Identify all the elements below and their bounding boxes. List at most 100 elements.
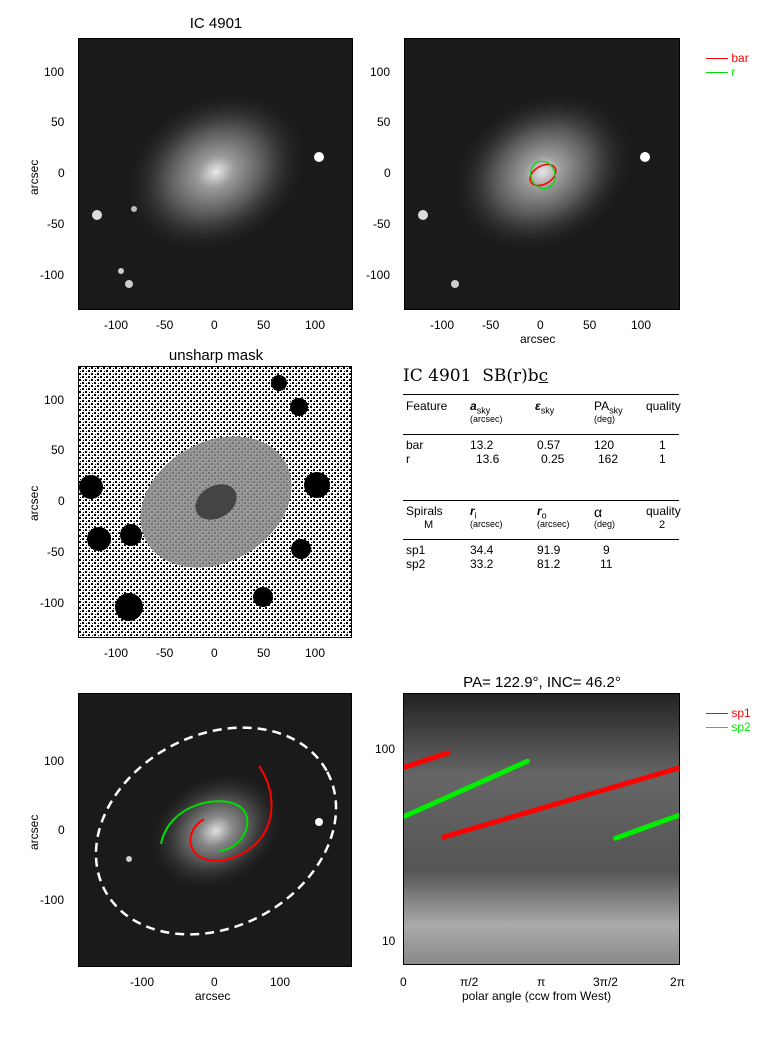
ytick-tr-5: -100 [366, 268, 391, 282]
legend-bar-label: bar [731, 51, 749, 65]
table-rule-top-2 [403, 434, 679, 435]
ytick-ml-3: 0 [58, 494, 65, 508]
ytick-tl-2: 50 [51, 115, 65, 129]
xtick-br-3pi2: 3π/2 [593, 975, 618, 989]
xtick-ml-2: -50 [156, 646, 174, 660]
sp2-segment-1 [404, 758, 530, 819]
table-title: IC 4901 SB(r)bc [403, 366, 548, 386]
xlabel-bottom-left: arcsec [195, 989, 231, 1003]
polar-plot [403, 693, 680, 965]
ytick-tl-4: -50 [47, 217, 65, 231]
spiral-header-ro: ro [537, 504, 547, 521]
table-rule-top-1 [403, 394, 679, 395]
ylabel-top-left: arcsec [27, 159, 41, 195]
ylabel-middle-left: arcsec [27, 485, 41, 521]
spiral-sp1-alpha: 9 [603, 543, 610, 557]
spiral-header-alpha-unit: (deg) [594, 519, 616, 529]
galaxy-image-svg [92, 91, 324, 288]
legend-sp2-label: sp2 [731, 720, 751, 734]
spiral-header-ri: ri [470, 504, 477, 521]
galaxy-ellipse-overlay [418, 91, 650, 288]
panel-title-ic4901: IC 4901 [189, 15, 243, 32]
ytick-tr-1: 100 [370, 65, 391, 79]
xtick-br-0: 0 [400, 975, 407, 989]
spiral-sp2-ri: 33.2 [470, 557, 494, 571]
chart-title: PA= 122.9°, INC= 46.2° [463, 674, 621, 691]
galaxy-image-spiral-fit [78, 693, 352, 967]
xtick-bl-3: 100 [270, 975, 291, 989]
feature-header-a: asky [470, 399, 491, 416]
feature-header-a-unit: (arcsec) [470, 414, 503, 424]
ytick-bl-3: -100 [40, 893, 65, 907]
xtick-tr-5: 100 [631, 318, 652, 332]
feature-header: Feature asky (arcsec) εsky PAsky (deg) q… [406, 399, 681, 431]
xtick-bl-2: 0 [211, 975, 218, 989]
ytick-tr-4: -50 [373, 217, 391, 231]
spiral-sp1-name: sp1 [406, 543, 426, 557]
xtick-tl-1: -100 [104, 318, 129, 332]
legend-r-label: r [731, 65, 736, 79]
spiral-header-ro-unit: (arcsec) [537, 519, 570, 529]
feature-header-pa: PAsky [594, 399, 623, 416]
sp2-segment-2 [613, 812, 679, 841]
panel-title-unsharp-mask: unsharp mask [168, 347, 264, 364]
xlabel-top-right: arcsec [520, 332, 556, 346]
table-title-type: SB(r)b [482, 366, 539, 386]
spiral-sp1-ri: 34.4 [470, 543, 494, 557]
feature-header-quality: quality [646, 399, 681, 413]
ytick-bl-2: 0 [58, 823, 65, 837]
feature-bar-name: bar [406, 438, 424, 452]
unsharp-mask-image [78, 366, 352, 638]
xtick-br-pi2: π/2 [460, 975, 479, 989]
ytick-ml-4: -50 [47, 545, 65, 559]
ytick-tr-2: 50 [377, 115, 391, 129]
xtick-ml-4: 50 [257, 646, 271, 660]
feature-bar-q: 1 [659, 438, 666, 452]
legend-r: r [706, 65, 735, 79]
xtick-tr-1: -100 [430, 318, 455, 332]
spiral-header-alpha: α [594, 504, 603, 520]
spiral-header-quality: quality [646, 504, 681, 518]
xtick-tr-4: 50 [583, 318, 597, 332]
spiral-header-c1: Spirals [406, 504, 443, 518]
xtick-tl-2: -50 [156, 318, 174, 332]
ytick-tl-1: 100 [44, 65, 65, 79]
table-rule-mid-1 [403, 500, 679, 501]
feature-bar-e: 0.57 [537, 438, 561, 452]
feature-header-pa-unit: (deg) [594, 414, 616, 424]
sp1-segment-1 [404, 750, 451, 770]
ytick-tl-5: -100 [40, 268, 65, 282]
spiral-sp2-ro: 81.2 [537, 557, 561, 571]
legend-sp1-label: sp1 [731, 706, 751, 720]
feature-bar-a: 13.2 [470, 438, 494, 452]
table-rule-mid-2 [403, 539, 679, 540]
ytick-br-100: 100 [375, 742, 396, 756]
xtick-br-pi: π [537, 975, 546, 989]
xtick-ml-5: 100 [305, 646, 326, 660]
xtick-tr-3: 0 [537, 318, 544, 332]
spiral-fit-overlay [94, 726, 338, 936]
ytick-br-10: 10 [382, 934, 396, 948]
feature-r-e: 0.25 [541, 452, 565, 466]
unsharp-mask-svg [79, 367, 351, 637]
feature-header-c1: Feature [406, 399, 448, 413]
xtick-tr-2: -50 [482, 318, 500, 332]
xlabel-bottom-right: polar angle (ccw from West) [462, 989, 612, 1003]
spiral-header-ri-unit: (arcsec) [470, 519, 503, 529]
xtick-ml-3: 0 [211, 646, 218, 660]
ytick-tl-3: 0 [58, 166, 65, 180]
polar-plot-svg [404, 694, 679, 964]
ytick-ml-2: 50 [51, 443, 65, 457]
ytick-ml-1: 100 [44, 393, 65, 407]
galaxy-image-top-right [404, 38, 680, 310]
spiral-header: Spirals M ri (arcsec) ro (arcsec) α (deg… [406, 504, 681, 536]
xtick-tl-5: 100 [305, 318, 326, 332]
spiral-sp1-ro: 91.9 [537, 543, 561, 557]
galaxy-image-top-left [78, 38, 353, 310]
ytick-tr-3: 0 [384, 166, 391, 180]
table-title-suffix: c [538, 366, 549, 386]
table-title-name: IC 4901 [403, 366, 472, 386]
xtick-tl-4: 50 [257, 318, 271, 332]
spiral-header-quality-val: 2 [659, 519, 666, 531]
xtick-ml-1: -100 [104, 646, 129, 660]
